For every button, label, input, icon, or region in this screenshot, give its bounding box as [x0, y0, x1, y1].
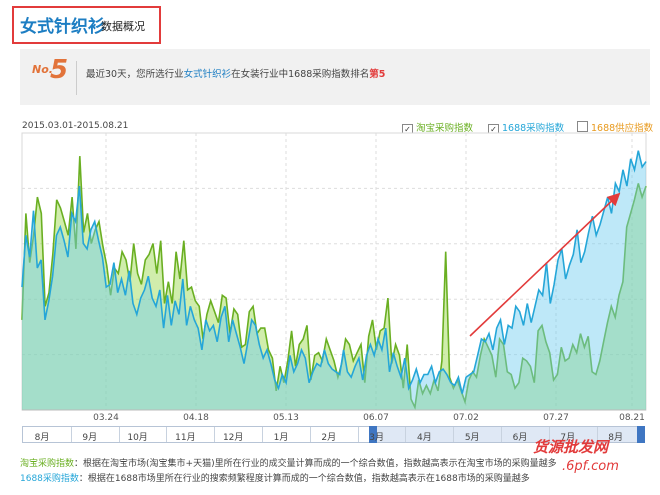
navigator-month-label: 11月 [175, 433, 196, 443]
x-tick-label: 08.21 [619, 413, 645, 423]
navigator-month-label: 12月 [222, 433, 244, 443]
rank-text-middle: 在女装行业中1688采购指数排名 [231, 69, 370, 80]
checkbox-1688-supply[interactable] [577, 121, 588, 132]
page-title: 女式针织衫 [20, 17, 105, 37]
watermark-logo: 货源批发网 [533, 438, 609, 456]
navigator-separator [166, 427, 168, 442]
x-tick-label: 07.27 [543, 413, 569, 423]
footnote-1688-text: ：根据在1688市场里所在行业的搜索频繁程度计算而成的一个综合数值，指数越高表示… [78, 474, 530, 484]
navigator-separator [501, 427, 502, 442]
navigator-month-label: 2月 [321, 433, 337, 443]
footnote-1688: 1688采购指数：根据在1688市场里所在行业的搜索频繁程度计算而成的一个综合数… [20, 471, 530, 484]
navigator-separator [453, 427, 455, 442]
rank-panel: No. 5 最近30天，您所选行业女式针织衫在女装行业中1688采购指数排名第5 [20, 49, 650, 105]
navigator-separator [309, 427, 311, 442]
title-highlight-box [12, 6, 161, 44]
navigator-separator [214, 427, 216, 442]
rank-text-category[interactable]: 女式针织衫 [183, 69, 232, 80]
series-area-taobao [22, 156, 646, 410]
rank-text-position: 第5 [369, 69, 386, 80]
navigator-month-label: 8月 [608, 433, 623, 443]
watermark-url: .6pf.com [562, 459, 619, 474]
navigator-separator [118, 427, 120, 442]
page-subtitle: 数据概况 [101, 20, 145, 33]
rank-description: 最近30天，您所选行业女式针织衫在女装行业中1688采购指数排名第5 [86, 66, 385, 80]
navigator-month-label: 1月 [273, 433, 289, 443]
x-tick-label: 06.07 [363, 413, 389, 423]
rank-divider [76, 61, 77, 95]
footnote-1688-key: 1688采购指数 [20, 474, 79, 484]
timeline-navigator[interactable]: 8月 9月 10月 11月 12月 1月 2月 3月 4月 5月 6月 7月 8月 [22, 426, 645, 443]
navigator-month-label: 5月 [464, 433, 480, 443]
navigator-month-label: 4月 [417, 433, 432, 443]
navigator-month-label: 10月 [127, 433, 148, 443]
footnote-taobao: 淘宝采购指数：根据在淘宝市场(淘宝集市+天猫)里所在行业的成交量计算而成的一个综… [20, 456, 557, 469]
rank-number: 5 [50, 55, 69, 85]
navigator-separator [405, 427, 407, 442]
rank-no-label: No. [32, 63, 53, 76]
navigator-separator [262, 427, 263, 442]
legend-item-1688-supply[interactable]: 1688供应指数 [577, 120, 653, 134]
axis-layer: 03.24 04.18 05.13 06.07 07.02 07.27 08.21 [22, 409, 646, 423]
x-tick-label: 07.02 [453, 413, 479, 423]
x-tick-label: 04.18 [183, 413, 209, 423]
series-layer [21, 150, 647, 411]
series-line-1688 [21, 150, 647, 394]
navigator-month-label: 7月 [560, 433, 576, 443]
rank-text-prefix: 最近30天，您所选行业 [86, 69, 184, 80]
navigator-month-label: 6月 [512, 433, 528, 443]
legend-label-1688-supply: 1688供应指数 [591, 123, 654, 134]
date-range: 2015.03.01-2015.08.21 [22, 121, 129, 131]
navigator-handle-left[interactable] [369, 426, 377, 443]
footnote-taobao-text: ：根据在淘宝市场(淘宝集市+天猫)里所在行业的成交量计算而成的一个综合数值，指数… [74, 459, 557, 469]
legend-label-taobao: 淘宝采购指数 [416, 123, 474, 134]
series-area-1688 [22, 150, 646, 410]
navigator-handle-right[interactable] [637, 426, 645, 443]
navigator-month-label: 9月 [82, 433, 98, 443]
x-tick-label: 05.13 [273, 413, 299, 423]
navigator-separator [596, 427, 598, 442]
x-tick-label: 03.24 [93, 413, 119, 423]
navigator-month-label: 3月 [369, 433, 384, 443]
series-line-taobao [21, 156, 647, 411]
navigator-month-label: 8月 [34, 433, 50, 443]
navigator-selection[interactable] [377, 427, 641, 442]
legend-label-1688-purchase: 1688采购指数 [502, 123, 565, 134]
navigator-separator [70, 427, 72, 442]
trend-arrow [469, 192, 621, 337]
footnote-taobao-key: 淘宝采购指数 [20, 459, 75, 469]
navigator-separator [357, 427, 359, 442]
navigator-separator [548, 427, 550, 442]
